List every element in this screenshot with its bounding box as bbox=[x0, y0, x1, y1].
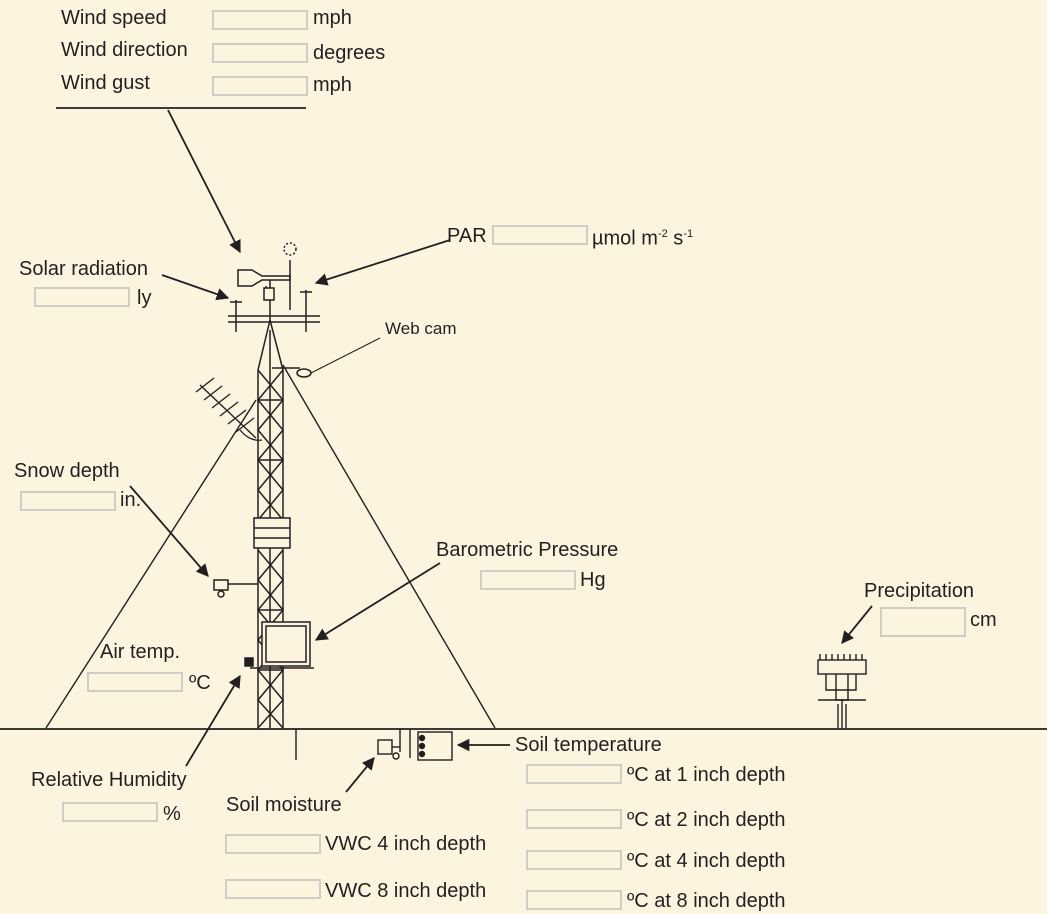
soil-temp-1-inch-unit: ºC at 1 inch depth bbox=[627, 764, 786, 786]
par-unit-mid: s bbox=[667, 227, 684, 250]
wind-gust-unit: mph bbox=[313, 74, 352, 96]
precipitation-unit: cm bbox=[970, 609, 997, 631]
vwc-8-inch-field[interactable] bbox=[225, 879, 321, 899]
vwc-8-inch-unit: VWC 8 inch depth bbox=[325, 880, 487, 902]
callout-arrows bbox=[129, 109, 873, 793]
precipitation-field[interactable] bbox=[880, 607, 966, 637]
barometric-pressure-field[interactable] bbox=[480, 570, 576, 590]
air-temp-field[interactable] bbox=[87, 672, 183, 692]
soil-temperature-label: Soil temperature bbox=[515, 734, 662, 756]
soil-temp-8-inch-unit: ºC at 8 inch depth bbox=[627, 890, 786, 912]
solar-radiation-unit: ly bbox=[137, 287, 152, 309]
wind-direction-unit: degrees bbox=[313, 42, 386, 64]
relative-humidity-unit: % bbox=[163, 803, 181, 825]
vwc-4-inch-unit: VWC 4 inch depth bbox=[325, 833, 487, 855]
snow-depth-unit: in. bbox=[120, 489, 142, 511]
par-label: PAR bbox=[447, 225, 487, 247]
soil-moisture-label: Soil moisture bbox=[226, 794, 342, 816]
barometric-pressure-unit: Hg bbox=[580, 569, 606, 591]
soil-temp-4-inch-unit: ºC at 4 inch depth bbox=[627, 850, 786, 872]
soil-temp-2-inch-unit: ºC at 2 inch depth bbox=[627, 809, 786, 831]
wind-speed-label: Wind speed bbox=[61, 7, 167, 29]
wind-gust-label: Wind gust bbox=[61, 72, 150, 94]
precipitation-gauge bbox=[817, 654, 867, 728]
par-unit-exp1: -2 bbox=[657, 228, 668, 240]
soil-sensors bbox=[295, 729, 453, 761]
web-cam-label: Web cam bbox=[385, 319, 457, 338]
soil-temp-8-inch-field[interactable] bbox=[526, 890, 622, 910]
tower bbox=[195, 242, 381, 729]
soil-temp-4-inch-field[interactable] bbox=[526, 850, 622, 870]
relative-humidity-field[interactable] bbox=[62, 802, 158, 822]
wind-direction-label: Wind direction bbox=[61, 39, 188, 61]
par-unit-exp2: -1 bbox=[683, 228, 694, 240]
soil-temp-2-inch-field[interactable] bbox=[526, 809, 622, 829]
relative-humidity-label: Relative Humidity bbox=[31, 769, 187, 791]
wind-speed-field[interactable] bbox=[212, 10, 308, 30]
barometric-pressure-label: Barometric Pressure bbox=[436, 539, 619, 561]
precipitation-label: Precipitation bbox=[864, 580, 975, 602]
air-temp-label: Air temp. bbox=[100, 641, 181, 663]
solar-radiation-label: Solar radiation bbox=[19, 258, 148, 280]
par-unit: µmol m-2 s-1 bbox=[592, 223, 693, 250]
soil-temp-1-inch-field[interactable] bbox=[526, 764, 622, 784]
par-field[interactable] bbox=[492, 225, 588, 245]
guy-wires bbox=[45, 364, 496, 729]
solar-radiation-field[interactable] bbox=[34, 287, 130, 307]
wind-direction-field[interactable] bbox=[212, 43, 308, 63]
par-unit-text: µmol m bbox=[592, 227, 658, 250]
vwc-4-inch-field[interactable] bbox=[225, 834, 321, 854]
wind-speed-unit: mph bbox=[313, 7, 352, 29]
air-temp-unit: ºC bbox=[189, 672, 211, 694]
wind-gust-field[interactable] bbox=[212, 76, 308, 96]
snow-depth-field[interactable] bbox=[20, 491, 116, 511]
snow-depth-label: Snow depth bbox=[14, 460, 120, 482]
